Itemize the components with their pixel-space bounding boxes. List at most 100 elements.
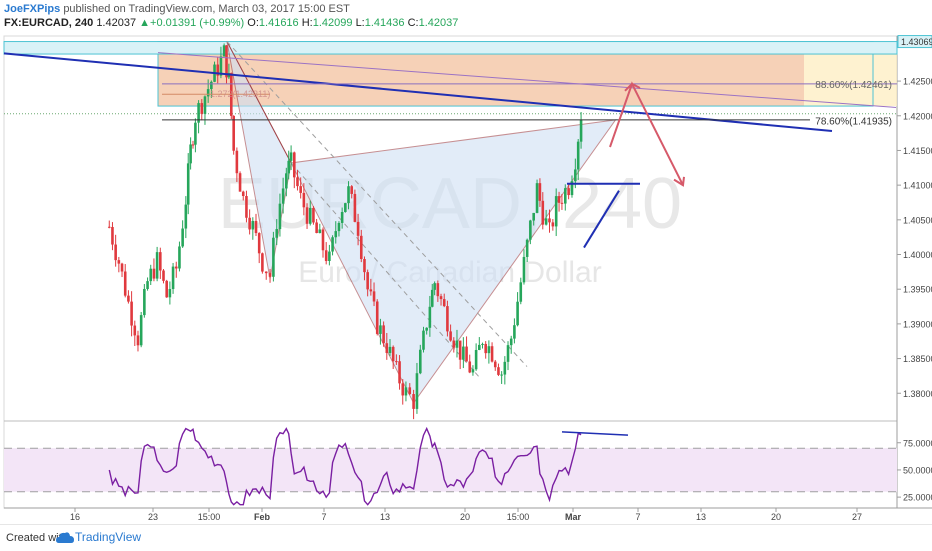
time-tick-label: 23 [148, 512, 158, 522]
open-value: 1.41616 [258, 17, 299, 29]
candle-body [487, 346, 491, 354]
candle-body [347, 186, 350, 204]
candle-body [509, 338, 513, 346]
candle-body [225, 45, 228, 78]
candle-body [574, 169, 577, 182]
candle-body [513, 325, 516, 339]
price-tick-label: 1.42000 [903, 111, 932, 121]
time-tick-label: 7 [321, 512, 326, 522]
candle-body [430, 289, 434, 307]
candle-body [120, 263, 124, 272]
time-tick-label: 15:00 [507, 512, 530, 522]
author-link[interactable]: JoeFXPips [4, 3, 61, 15]
candle-body [554, 196, 558, 227]
candle-body [127, 295, 130, 302]
harmonic-pattern[interactable] [226, 41, 617, 404]
candle-body [340, 212, 344, 223]
rsi-line [108, 426, 582, 506]
price-tick-label: 1.41500 [903, 146, 932, 156]
time-tick-label: Feb [254, 512, 271, 522]
dashed-channel-1 [226, 41, 528, 367]
candle-body [428, 306, 432, 328]
candle-body [541, 200, 545, 225]
time-tick-label: 20 [460, 512, 470, 522]
candle-body [382, 325, 385, 344]
candle-body [261, 253, 264, 272]
candle-body [315, 222, 318, 234]
candle-body [328, 251, 331, 262]
candle-body [251, 220, 255, 230]
candle-body [245, 196, 248, 218]
candle-body [425, 327, 428, 331]
tradingview-brand-link[interactable]: TradingView [75, 530, 142, 544]
candle-body [363, 259, 366, 273]
candle-body [186, 163, 190, 205]
candle-body [278, 203, 282, 230]
price-tick-label: 1.40000 [903, 250, 932, 260]
candle-body [474, 349, 478, 370]
dashed-channel-2 [290, 162, 480, 378]
candle-body [143, 288, 146, 316]
candle-body [563, 188, 567, 204]
time-tick-label: 16 [70, 512, 80, 522]
open-label: O: [247, 17, 259, 29]
candle-body [570, 181, 574, 196]
candle-body [238, 173, 242, 192]
candle-body [171, 266, 175, 290]
candle-body [391, 346, 395, 362]
candle-body [529, 220, 532, 240]
candle-body [548, 218, 551, 223]
symbol-label[interactable]: FX:EURCAD, 240 [4, 17, 94, 29]
candles [107, 43, 583, 420]
candle-body [235, 150, 239, 174]
tradingview-cloud-icon [56, 532, 74, 543]
candle-body [579, 120, 583, 142]
candle-body [452, 340, 456, 348]
candle-body [418, 349, 422, 374]
candle-body [308, 207, 312, 224]
long-trendline [3, 52, 833, 133]
candle-body [503, 361, 507, 375]
candle-body [210, 81, 213, 90]
candle-body [197, 103, 200, 123]
forecast-arrowhead-up [624, 82, 641, 92]
price-tick-label: 1.39000 [903, 319, 932, 329]
rsi-tick-label: 50.0000 [903, 465, 932, 475]
rsi-tick-label: 75.0000 [903, 438, 932, 448]
candle-body [337, 222, 341, 232]
candle-body [353, 193, 357, 222]
candle-body [257, 233, 261, 254]
candle-body [478, 344, 481, 350]
candle-body [401, 383, 405, 396]
purple-diagonal [157, 52, 897, 108]
candle-body [107, 226, 111, 228]
change-value: +0.01391 (+0.99%) [150, 17, 245, 29]
candle-body [146, 281, 149, 289]
close-label: C: [407, 17, 419, 29]
time-tick-label: 27 [852, 512, 862, 522]
low-label: L: [355, 17, 365, 29]
time-tick-label: 20 [771, 512, 781, 522]
candle-body [206, 89, 210, 97]
candle-body [484, 343, 487, 354]
candle-body [538, 183, 542, 201]
candle-body [446, 306, 449, 332]
candle-body [152, 268, 156, 279]
candle-body [299, 186, 302, 193]
candle-body [331, 237, 334, 252]
candle-body [415, 373, 419, 409]
candle-body [398, 361, 401, 384]
candle-body [372, 291, 376, 302]
candle-body [493, 361, 497, 368]
drawing-lines[interactable]: 88.60%(1.42461) 78.60%(1.41935) 1.272(1.42… [3, 52, 897, 249]
candle-body [356, 221, 360, 236]
candle-body [114, 244, 117, 261]
price-tick-label: 1.41000 [903, 181, 932, 191]
candle-body [497, 367, 500, 375]
candle-body [181, 228, 184, 247]
candle-body [442, 299, 446, 307]
candle-body [506, 345, 510, 362]
candle-body [375, 301, 379, 334]
candle-body [194, 122, 197, 145]
